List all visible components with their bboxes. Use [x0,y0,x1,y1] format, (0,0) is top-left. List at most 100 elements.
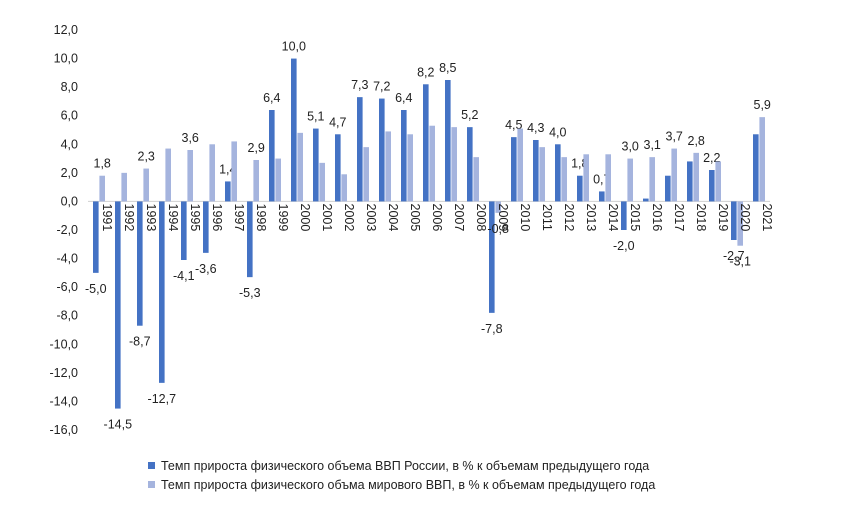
x-tick-label: 2000 [298,204,312,232]
x-tick-label: 1994 [166,204,180,232]
data-label-russia: 5,1 [307,110,324,124]
y-tick-label: -8,0 [56,309,78,323]
x-tick-label: 2019 [716,204,730,232]
data-label-russia: 4,0 [549,125,566,139]
data-label-world: 2,3 [138,150,155,164]
x-tick-label: 2021 [760,204,774,232]
x-tick-label: 2009 [496,204,510,232]
bar-world [99,175,105,202]
bar-russia [577,175,583,202]
y-tick-label: -12,0 [50,366,79,380]
bar-russia [203,201,209,253]
bar-world [693,152,699,202]
data-label-russia: 8,2 [417,65,434,79]
bar-russia [643,198,649,202]
data-label-world: -3,1 [729,255,751,269]
x-tick-label: 2006 [430,204,444,232]
x-tick-label: 1998 [254,204,268,232]
legend-item-world: Темп прироста физического объма мирового… [148,475,655,494]
data-label-russia: -7,8 [481,322,503,336]
bar-russia [467,127,473,202]
legend-label-russia: Темп прироста физического объема ВВП Рос… [161,458,650,473]
bar-russia [511,137,517,202]
bar-russia [357,97,363,202]
bar-world [275,158,281,202]
bar-world [341,174,347,202]
x-tick-label: 2007 [452,204,466,232]
chart: 12,010,08,06,04,02,00,0-2,0-4,0-6,0-8,0-… [50,23,775,437]
x-tick-label: 1996 [210,204,224,232]
legend: Темп прироста физического объема ВВП Рос… [148,456,655,494]
bar-world [319,162,325,202]
data-label-russia: -14,5 [104,418,133,432]
bar-russia [731,201,737,240]
bar-russia [247,201,253,278]
bar-world [737,201,743,246]
bar-world [715,161,721,202]
x-tick-label: 1999 [276,204,290,232]
bar-world [297,132,303,202]
x-tick-label: 2004 [386,204,400,232]
bar-world [429,125,435,202]
x-tick-label: 2017 [672,204,686,232]
bar-russia [621,201,627,230]
bar-russia [687,161,693,202]
x-tick-label: 1997 [232,204,246,232]
bar-russia [445,80,451,202]
x-tick-label: 1993 [144,204,158,232]
legend-label-world: Темп прироста физического объма мирового… [161,477,656,492]
data-label-world: 3,1 [644,138,661,152]
y-tick-label: 2,0 [61,166,78,180]
y-tick-label: -2,0 [56,223,78,237]
x-tick-label: 2015 [628,204,642,232]
y-tick-label: 0,0 [61,194,78,208]
bar-russia [137,201,143,326]
bar-world [671,148,677,202]
x-tick-label: 2002 [342,204,356,232]
bar-world [759,117,765,202]
bar-russia [489,201,495,313]
bar-world [517,128,523,202]
data-label-russia: 10,0 [282,40,306,54]
data-label-russia: 7,3 [351,78,368,92]
x-tick-label: 2016 [650,204,664,232]
x-tick-label: 2018 [694,204,708,232]
x-tick-label: 2014 [606,204,620,232]
bar-world [539,147,545,202]
bar-world [385,131,391,202]
data-label-world: 2,9 [248,141,265,155]
x-tick-label: 2008 [474,204,488,232]
x-tick-label: 2010 [518,204,532,232]
x-tick-label: 2001 [320,204,334,232]
data-label-russia: 6,4 [263,91,280,105]
bar-world [495,201,501,213]
bar-world [165,148,171,202]
x-tick-label: 2013 [584,204,598,232]
data-label-world: 1,8 [94,157,111,171]
bar-world [143,168,149,202]
bar-world [451,127,457,202]
data-label-russia: -5,3 [239,286,261,300]
data-label-russia: 8,5 [439,61,456,75]
y-tick-label: -6,0 [56,280,78,294]
data-label-world: 3,0 [622,140,639,154]
x-tick-label: 2003 [364,204,378,232]
data-label-russia: 4,7 [329,115,346,129]
data-label-russia: -3,6 [195,262,217,276]
y-tick-label: 8,0 [61,80,78,94]
x-tick-label: 1991 [100,204,114,232]
y-tick-label: 12,0 [54,23,78,37]
x-tick-label: 1992 [122,204,136,232]
data-label-world: 3,6 [182,131,199,145]
y-tick-label: 6,0 [61,109,78,123]
data-label-russia: -8,7 [129,335,151,349]
data-label-russia: -4,1 [173,269,195,283]
bar-russia [291,58,297,202]
bar-russia [555,144,561,202]
bar-world [121,172,127,202]
data-label-russia: -5,0 [85,282,107,296]
data-label-russia: -2,0 [613,239,635,253]
bar-russia [379,98,385,202]
bar-world [473,157,479,202]
x-tick-label: 2012 [562,204,576,232]
